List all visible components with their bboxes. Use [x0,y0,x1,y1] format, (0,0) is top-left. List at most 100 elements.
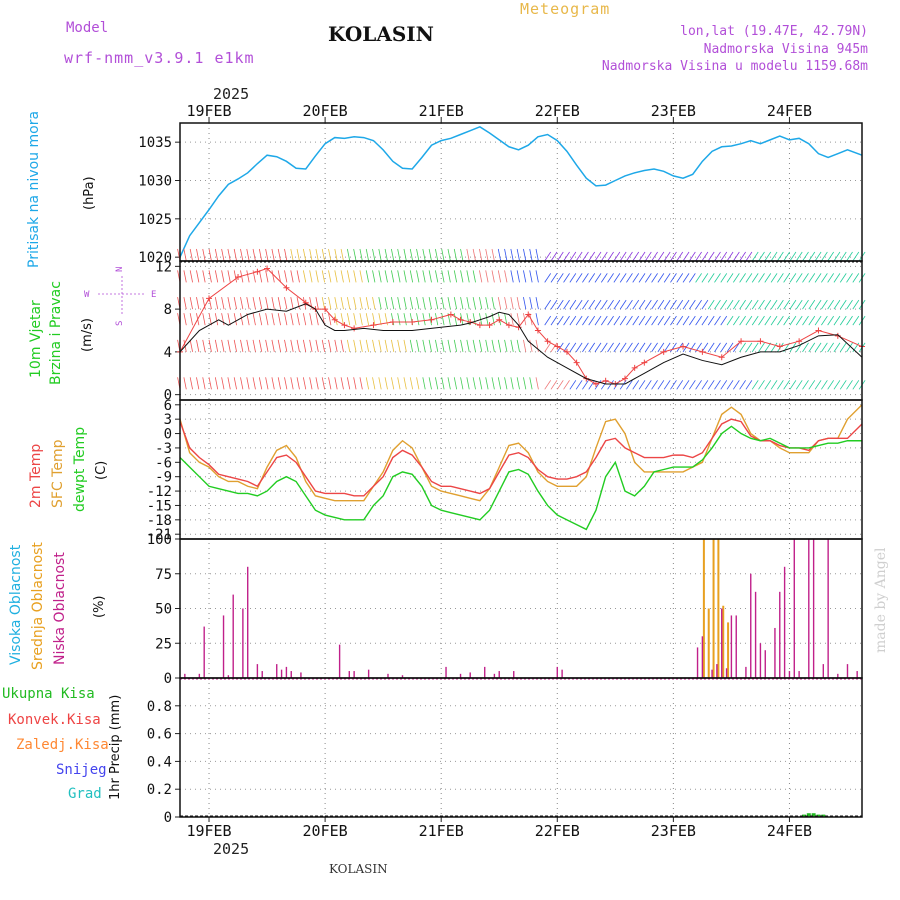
wind-barb [663,273,671,283]
wind-barb [246,377,250,390]
wind-barb [403,270,407,283]
day-tick-label-bottom: 22FEB [535,822,580,840]
wind-barb [670,273,677,283]
wind-barb [271,297,275,310]
wind-barb [619,342,627,353]
wind-barb [821,342,828,353]
wind-barb [588,273,596,283]
wind-barb [751,251,759,262]
wind-barb [227,313,231,326]
wind-gust-marker [351,325,358,332]
wind-barb [359,377,363,390]
wind-barb [214,248,219,262]
wind-barb [739,273,746,283]
wind-barb [516,297,520,310]
wind-barb [277,248,281,262]
wind-barb [619,380,627,390]
wind-barb [353,313,357,326]
wind-barb [575,315,583,326]
wind-gust-marker [264,265,271,272]
wind-barb [726,315,734,326]
wind-barb [284,377,288,390]
wind-barb [422,248,426,262]
wind-gust-marker [525,311,532,318]
wind-barb [183,270,187,283]
wind-barb [416,377,420,390]
wind-barb [770,299,778,310]
wind-barb [739,299,746,310]
wind-barb [491,297,495,310]
wind-barb [839,273,847,283]
wind-barb [550,315,558,326]
wind-barb [733,273,740,283]
day-tick-label-top: 19FEB [186,102,231,120]
wind-barb [365,313,370,326]
wind-barb [435,377,439,390]
wind-barb [588,380,596,390]
wind-barb [208,377,212,390]
y-tick-label: -18 [147,513,172,529]
wind-barb-field [177,248,866,390]
wind-barb [435,248,439,262]
day-tick-label-bottom: 19FEB [186,822,231,840]
wind-barb [409,270,414,283]
wind-barb [783,273,790,283]
wind-barb [346,297,351,310]
wind-barb [613,273,621,283]
wind-barb [196,377,200,390]
wind-barb [485,339,489,352]
wind-barb [720,273,728,283]
y-tick-label: 0.4 [147,754,172,770]
wind-barb [714,299,721,310]
wind-barb [556,251,564,262]
wind-barb [751,299,759,310]
wind-barb [240,377,244,390]
wind-barb [563,273,570,283]
wind-barb [745,342,753,353]
compass-e-label: E [151,290,156,300]
wind-barb [378,339,382,352]
wind-barb [189,248,193,262]
wind-barb [227,297,231,310]
wind-barb [764,251,772,262]
wind-barb [435,270,439,283]
wind-barb [523,339,527,352]
wind-barb [233,248,237,262]
wind-barb [733,342,740,353]
wind-barb [783,315,790,326]
wind-barb [638,342,646,353]
wind-barb [821,251,828,262]
wind-barb [277,270,281,283]
wind-barb [789,251,797,262]
wind-barb [214,297,219,310]
wind-barb [353,377,357,390]
wind-barb [296,248,300,262]
wind-barb [535,270,539,283]
wind-barb [529,297,533,310]
wind-barb [428,377,432,390]
wind-barb [846,315,853,326]
wind-barb [240,248,244,262]
wind-barb [340,270,344,283]
precip-bar [811,813,816,817]
wind-barb [491,377,495,390]
wind-barb [447,339,451,352]
wind-barb [479,297,483,310]
wind-barb [619,273,627,283]
wind-barb [265,377,269,390]
wind-barb [594,380,602,390]
wind-barb [607,315,614,326]
wind-barb [764,315,772,326]
wind-barb [550,251,558,262]
wind-barb [676,299,684,310]
wind-barb [777,380,784,390]
wind-barb [472,339,476,352]
y-tick-label: -21 [147,527,172,543]
y-tick-label: 1020 [138,250,172,266]
wind-barb [594,342,602,353]
wind-barb [453,313,458,326]
wind-gust-marker [834,332,841,339]
wind-barb [523,248,527,262]
wind-barb [378,248,382,262]
compass-n-label: N [115,267,125,272]
